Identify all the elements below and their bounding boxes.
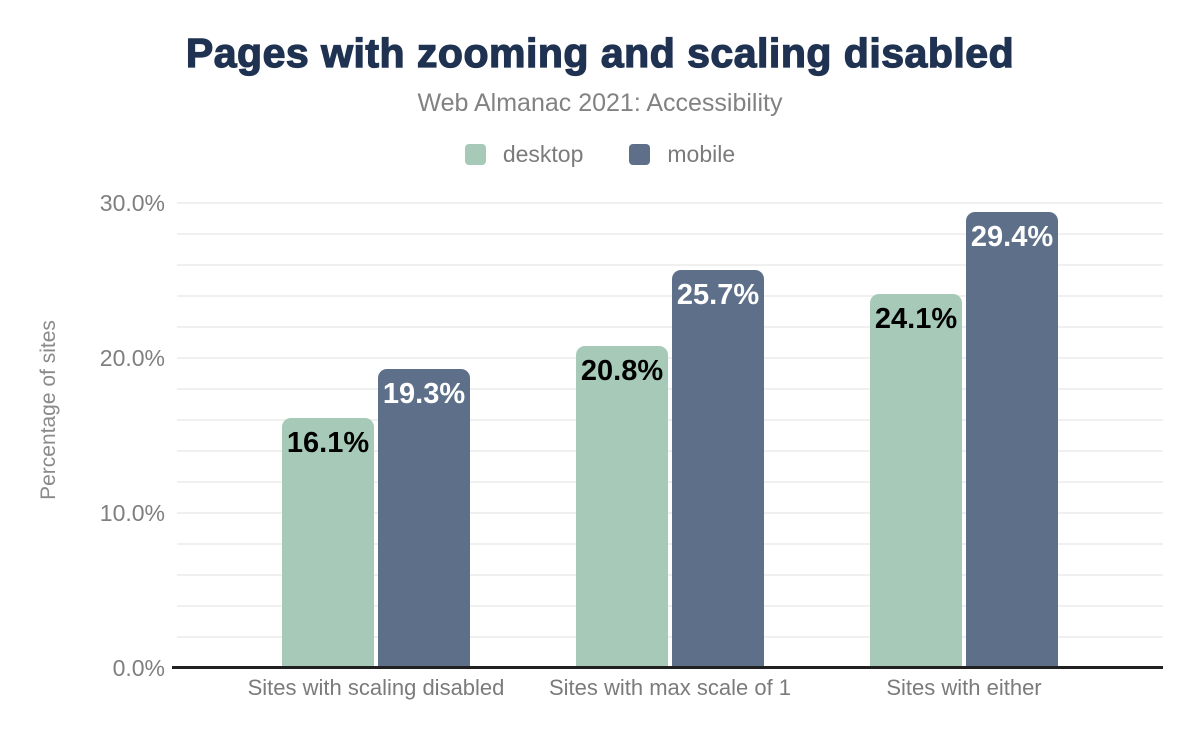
x-category-label: Sites with scaling disabled xyxy=(247,675,505,700)
bar-desktop-1: 20.8% xyxy=(576,345,668,668)
bar-mobile-2: 29.4% xyxy=(966,212,1058,668)
x-category-label: Sites with either xyxy=(886,675,1042,700)
gridline xyxy=(177,574,1163,576)
gridline xyxy=(177,419,1163,421)
bar-value-label: 16.1% xyxy=(286,427,370,460)
gridline xyxy=(177,357,1163,359)
legend-label-desktop: desktop xyxy=(502,141,584,167)
gridline xyxy=(177,605,1163,607)
bar-desktop-2: 24.1% xyxy=(870,294,962,668)
y-tick-label: 20.0% xyxy=(99,345,165,371)
bar-value-label: 25.7% xyxy=(676,278,760,311)
bar-desktop-0: 16.1% xyxy=(282,418,374,668)
legend: desktop mobile xyxy=(0,141,1200,168)
gridline xyxy=(177,481,1163,483)
bar-mobile-1: 25.7% xyxy=(672,269,764,668)
y-tick-label: 0.0% xyxy=(112,655,165,681)
gridline xyxy=(177,543,1163,545)
mobile-legend-swatch xyxy=(629,144,651,165)
gridline xyxy=(177,450,1163,452)
bar-value-label: 19.3% xyxy=(382,377,466,410)
bar-value-label: 29.4% xyxy=(970,221,1054,254)
legend-label-mobile: mobile xyxy=(667,141,736,167)
gridline xyxy=(177,512,1163,514)
bar-value-label: 24.1% xyxy=(874,303,958,336)
bar-mobile-0: 19.3% xyxy=(378,368,470,668)
y-tick-label: 30.0% xyxy=(99,190,165,216)
gridline xyxy=(177,388,1163,390)
gridline xyxy=(177,264,1163,266)
gridline xyxy=(177,233,1163,235)
y-tick-label: 10.0% xyxy=(99,500,165,526)
legend-item-mobile: mobile xyxy=(629,141,735,168)
gridline xyxy=(177,636,1163,638)
bar-value-label: 20.8% xyxy=(580,354,664,387)
chart-subtitle: Web Almanac 2021: Accessibility xyxy=(417,89,783,117)
legend-item-desktop: desktop xyxy=(464,141,584,168)
gridline xyxy=(177,202,1163,204)
chart-title: Pages with zooming and scaling disabled xyxy=(185,29,1015,76)
x-axis-line xyxy=(172,666,1163,669)
gridline xyxy=(177,295,1163,297)
x-category-label: Sites with max scale of 1 xyxy=(548,675,792,700)
gridline xyxy=(177,326,1163,328)
desktop-legend-swatch xyxy=(464,144,486,165)
